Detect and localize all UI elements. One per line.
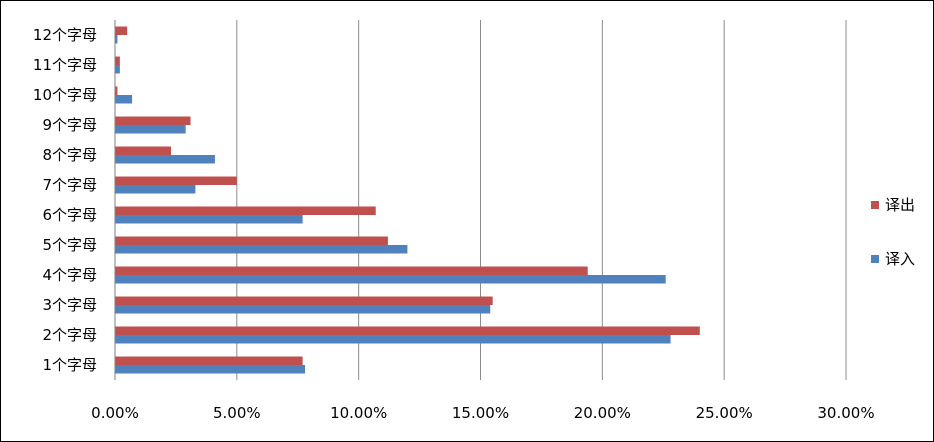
bar-import <box>115 335 671 344</box>
y-tick-label: 12个字母 <box>33 26 97 44</box>
bar-export <box>115 206 376 215</box>
y-tick-label: 1个字母 <box>42 356 97 374</box>
x-tick-label: 10.00% <box>330 404 387 422</box>
bar-export <box>115 326 700 335</box>
bar-export <box>115 296 493 305</box>
x-tick-label: 30.00% <box>817 404 874 422</box>
y-tick-label: 3个字母 <box>42 296 97 314</box>
y-tick-label: 10个字母 <box>33 86 97 104</box>
legend-label: 译出 <box>885 196 915 214</box>
bar-export <box>115 56 120 65</box>
bar-import <box>115 155 215 164</box>
bars <box>115 26 700 374</box>
bar-export <box>115 356 303 365</box>
bar-export <box>115 266 588 275</box>
y-axis-labels: 1个字母 2个字母 3个字母 4个字母 5个字母 6个字母 7个字母 8个字母 9个字母 10个字… <box>33 26 97 374</box>
bar-import <box>115 35 118 44</box>
legend-label: 译入 <box>885 250 915 268</box>
y-tick-label: 8个字母 <box>42 146 97 164</box>
bar-export <box>115 26 128 35</box>
bar-import <box>115 245 408 254</box>
x-axis-labels: 0.00% 5.00% 10.00% 15.00% 20.00% 25.00% 30.00% <box>91 404 874 422</box>
y-tick-label: 4个字母 <box>42 266 97 284</box>
legend-swatch <box>871 201 879 209</box>
bar-import <box>115 365 306 374</box>
bar-import <box>115 305 491 314</box>
x-tick-label: 5.00% <box>213 404 261 422</box>
gridlines <box>236 20 847 380</box>
y-tick-label: 6个字母 <box>42 206 97 224</box>
bar-export <box>115 116 191 125</box>
bar-export <box>115 146 172 155</box>
y-tick-label: 2个字母 <box>42 326 97 344</box>
x-tick-label: 25.00% <box>696 404 753 422</box>
bar-import <box>115 185 196 194</box>
x-tick-label: 0.00% <box>91 404 139 422</box>
bar-import <box>115 275 666 284</box>
bar-export <box>115 86 118 95</box>
x-tick-label: 15.00% <box>452 404 509 422</box>
bar-export <box>115 176 237 185</box>
legend-swatch <box>871 255 879 263</box>
bar-import <box>115 65 120 74</box>
bar-import <box>115 95 133 104</box>
bar-export <box>115 236 388 245</box>
bar-import <box>115 125 186 134</box>
bar-import <box>115 215 303 224</box>
y-tick-label: 11个字母 <box>33 56 97 74</box>
y-tick-label: 9个字母 <box>42 116 97 134</box>
x-tick-label: 20.00% <box>574 404 631 422</box>
y-tick-label: 5个字母 <box>42 236 97 254</box>
y-tick-label: 7个字母 <box>42 176 97 194</box>
